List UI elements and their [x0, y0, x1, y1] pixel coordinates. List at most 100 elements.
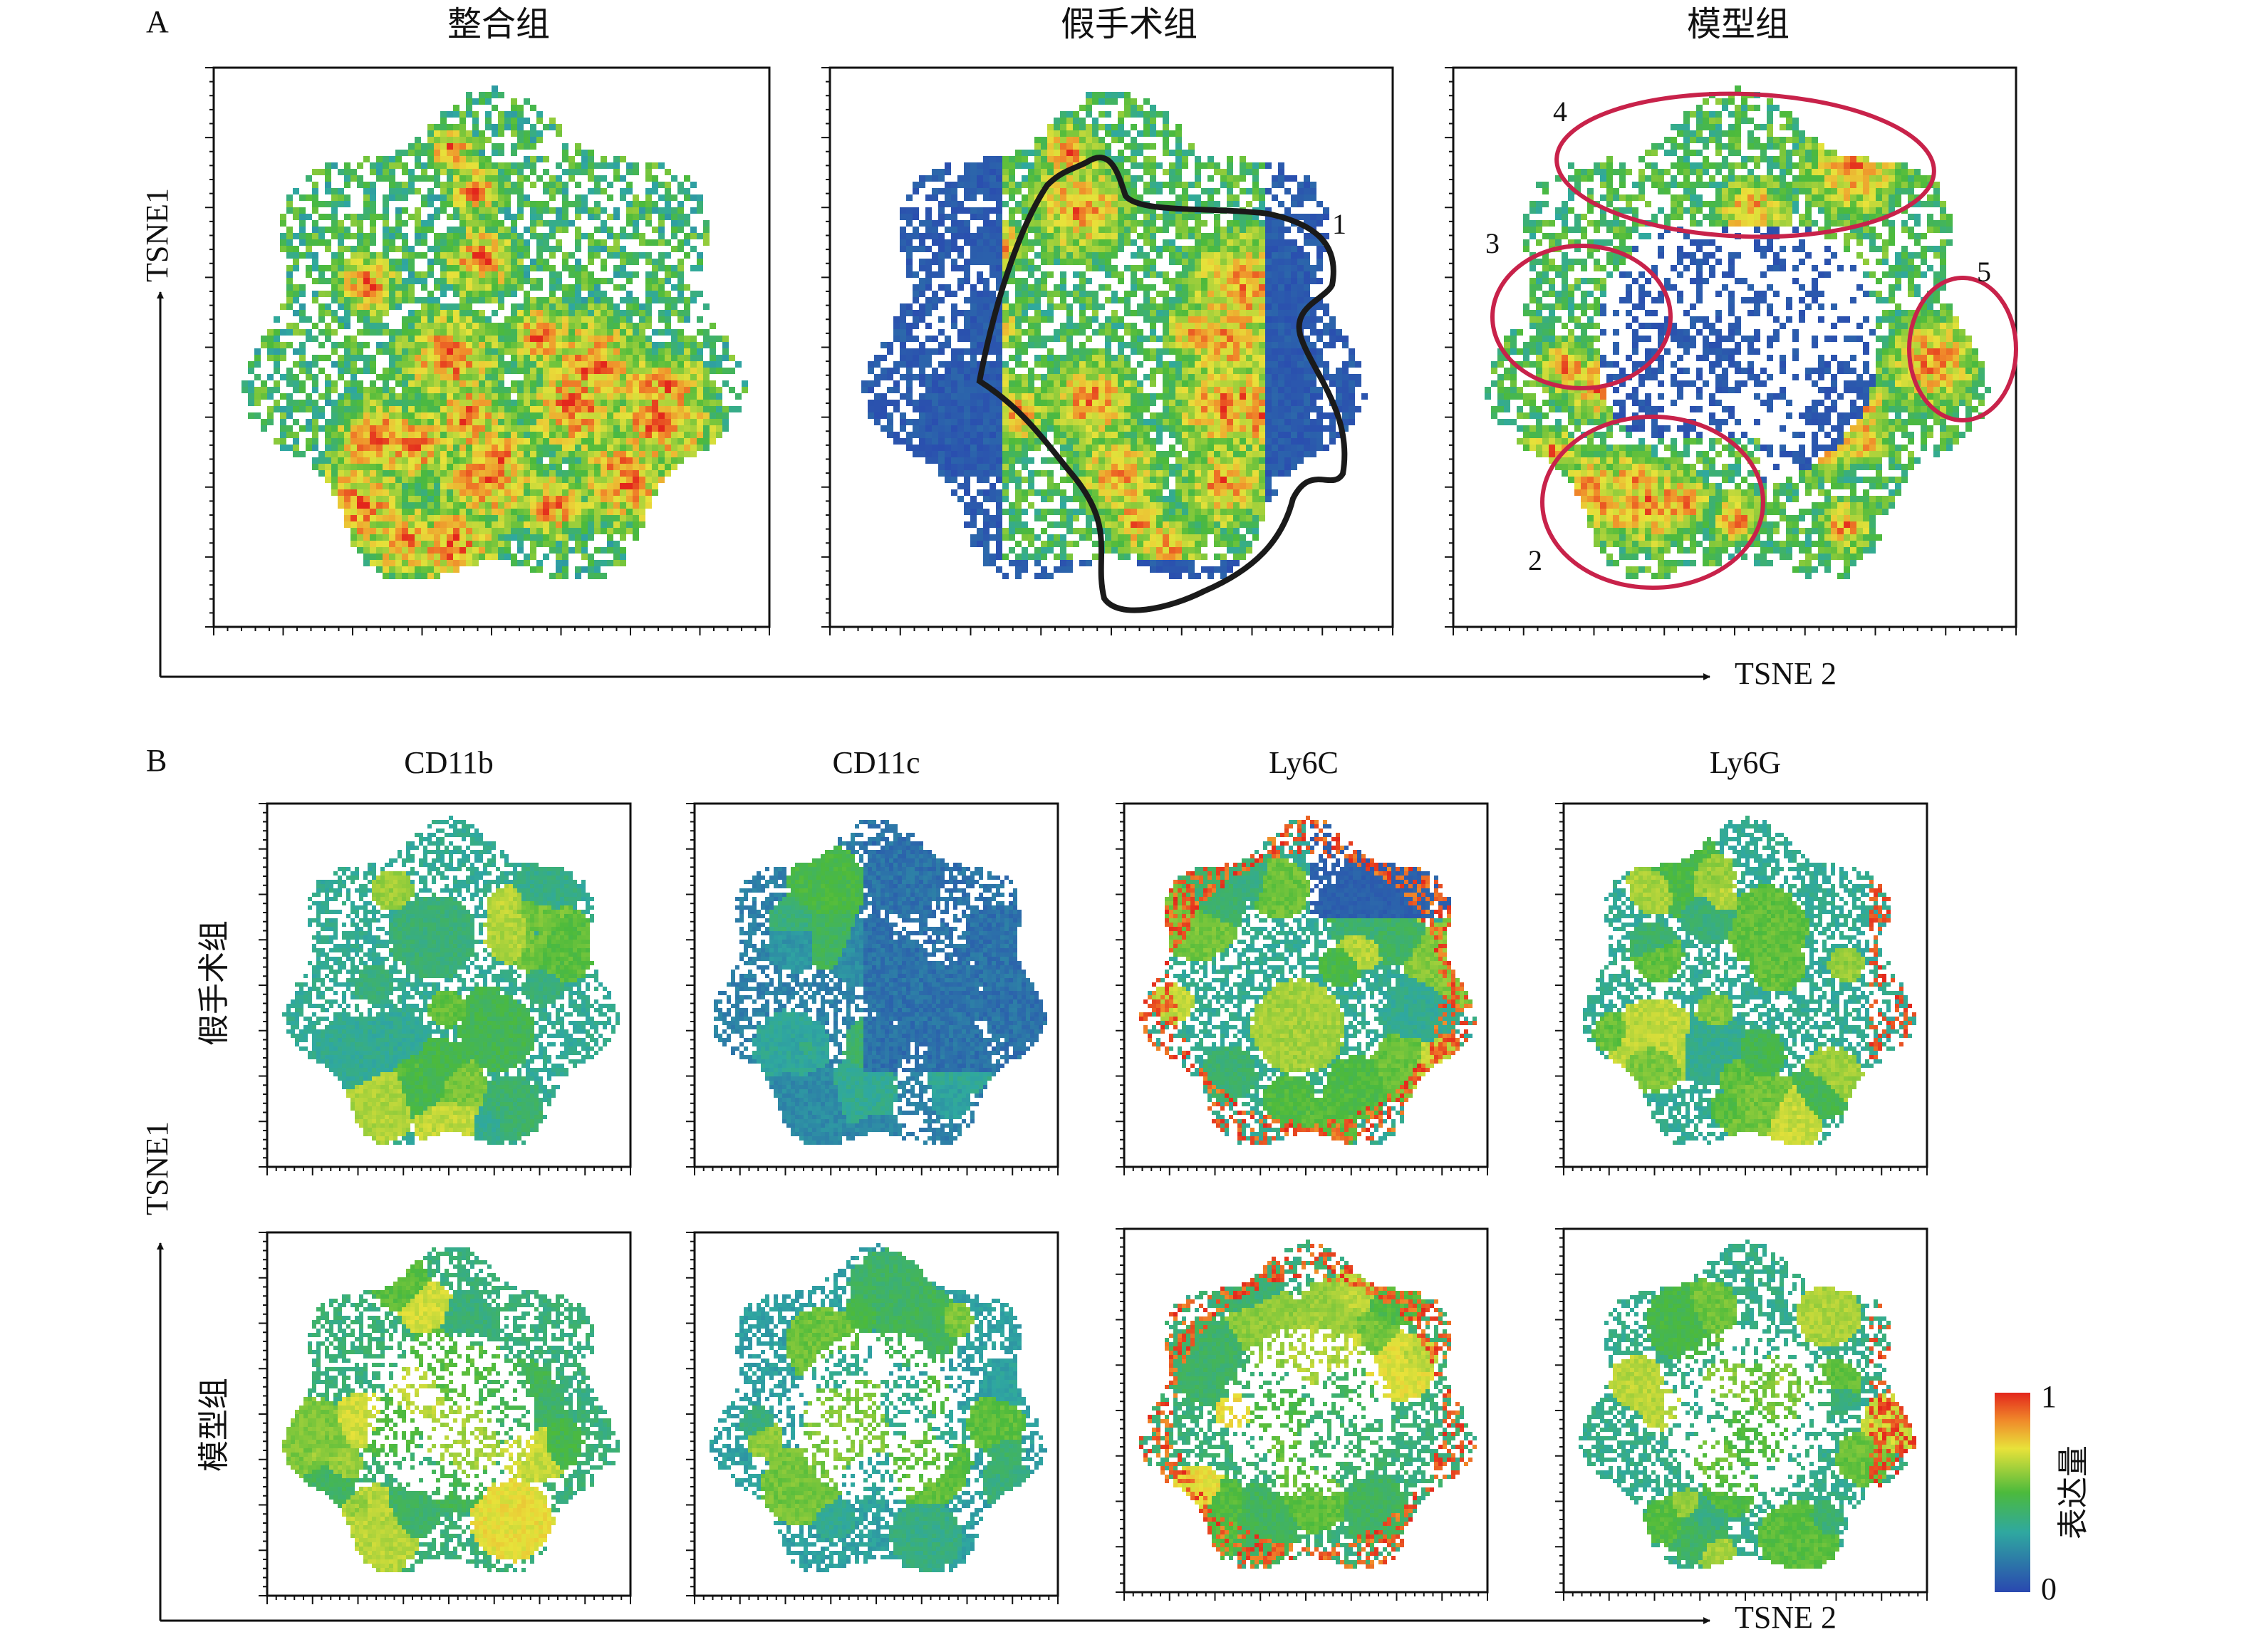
cloud-cell	[498, 182, 504, 188]
cloud-cell	[241, 387, 248, 393]
cloud-cell	[1297, 214, 1304, 220]
cloud-cell	[440, 259, 447, 265]
cloud-cell	[996, 252, 1002, 259]
cloud-cell	[607, 425, 613, 432]
cloud-cell	[402, 329, 408, 336]
cloud-cell	[395, 380, 402, 387]
cloud-cell	[415, 162, 421, 169]
cloud-cell	[524, 477, 530, 483]
cloud-cell	[1195, 265, 1201, 271]
cloud-cell	[447, 194, 453, 201]
cloud-cell	[556, 246, 562, 252]
cloud-cell	[248, 380, 254, 387]
cloud-cell	[575, 502, 581, 509]
cloud-cell	[530, 361, 536, 368]
cloud-cell	[977, 271, 983, 278]
cloud-cell	[421, 342, 427, 348]
cloud-cell	[626, 374, 633, 380]
cloud-cell	[440, 451, 447, 457]
cloud-cell	[447, 227, 453, 233]
cloud-cell	[293, 233, 299, 239]
cloud-cell	[1118, 92, 1124, 98]
cloud-cell	[370, 509, 376, 515]
cloud-cell	[344, 464, 350, 470]
cloud-cell	[524, 329, 530, 336]
cloud-cell	[620, 329, 626, 336]
cloud-cell	[370, 534, 376, 541]
cloud-cell	[395, 483, 402, 489]
cloud-cell	[485, 457, 492, 464]
cloud-cell	[957, 220, 964, 227]
cloud-cell	[996, 175, 1002, 182]
cloud-cell	[588, 509, 594, 515]
cloud-cell	[383, 323, 389, 329]
cloud-cell	[524, 406, 530, 412]
cloud-cell	[938, 246, 945, 252]
cloud-cell	[613, 425, 620, 432]
cloud-cell	[524, 483, 530, 489]
cloud-cell	[427, 502, 434, 509]
cloud-cell	[466, 393, 472, 400]
cloud-cell	[511, 291, 517, 297]
cloud-cell	[395, 464, 402, 470]
cloud-cell	[376, 297, 383, 303]
cloud-cell	[331, 271, 338, 278]
cloud-cell	[1195, 194, 1201, 201]
cloud-cell	[517, 265, 524, 271]
cloud-cell	[900, 239, 906, 246]
cloud-cell	[677, 412, 684, 419]
cloud-cell	[383, 425, 389, 432]
cloud-cell	[325, 457, 331, 464]
cloud-cell	[408, 547, 415, 554]
cloud-cell	[690, 348, 697, 355]
cloud-cell	[363, 182, 370, 188]
cloud-cell	[459, 111, 466, 118]
cloud-cell	[1175, 150, 1182, 156]
cloud-cell	[357, 265, 363, 271]
panel-a-title-sham: 假手术组	[1061, 6, 1198, 43]
cloud-cell	[1143, 233, 1150, 239]
cloud-cell	[626, 380, 633, 387]
cloud-cell	[932, 169, 938, 175]
cloud-cell	[1137, 233, 1143, 239]
cloud-cell	[498, 265, 504, 271]
cloud-cell	[447, 336, 453, 342]
cloud-cell	[286, 239, 293, 246]
cloud-cell	[588, 348, 594, 355]
cloud-cell	[479, 316, 485, 323]
cloud-cell	[517, 194, 524, 201]
cloud-cell	[524, 528, 530, 534]
cloud-cell	[293, 451, 299, 457]
cloud-cell	[492, 502, 498, 509]
cloud-cell	[376, 169, 383, 175]
cloud-cell	[684, 188, 690, 194]
cloud-cell	[344, 227, 350, 233]
cloud-cell	[492, 265, 498, 271]
cloud-cell	[363, 368, 370, 374]
cloud-cell	[312, 425, 318, 432]
cloud-cell	[1022, 194, 1028, 201]
cloud-cell	[440, 566, 447, 573]
cloud-cell	[453, 252, 459, 259]
cloud-cell	[485, 464, 492, 470]
cloud-cell	[1022, 182, 1028, 188]
cloud-cell	[485, 489, 492, 496]
cloud-cell	[350, 541, 357, 547]
cloud-cell	[665, 457, 671, 464]
cloud-cell	[722, 412, 729, 419]
cloud-cell	[498, 169, 504, 175]
cloud-cell	[1233, 194, 1240, 201]
cloud-cell	[703, 220, 710, 227]
cloud-cell	[626, 457, 633, 464]
cloud-cell	[556, 130, 562, 137]
cloud-cell	[1169, 246, 1175, 252]
cloud-cell	[492, 489, 498, 496]
cloud-cell	[620, 412, 626, 419]
cloud-cell	[261, 342, 267, 348]
cloud-cell	[453, 150, 459, 156]
cloud-cell	[1278, 233, 1284, 239]
cloud-cell	[434, 483, 440, 489]
cloud-cell	[601, 323, 607, 329]
cloud-cell	[658, 438, 665, 445]
cloud-cell	[280, 348, 286, 355]
